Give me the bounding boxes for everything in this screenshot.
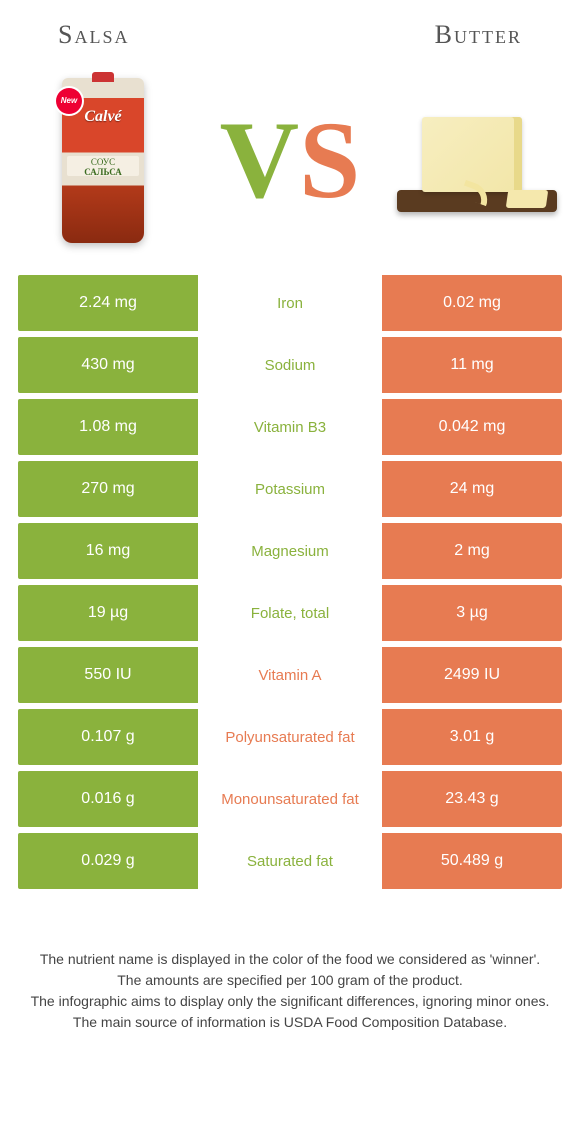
right-food-title: Butter	[435, 20, 522, 50]
hero-row: New Calvé СОУССАЛЬСА VS	[18, 60, 562, 275]
left-value-cell: 19 µg	[18, 585, 198, 641]
table-row: 550 IUVitamin A2499 IU	[18, 647, 562, 703]
right-value-cell: 23.43 g	[382, 771, 562, 827]
right-value-cell: 2499 IU	[382, 647, 562, 703]
table-row: 2.24 mgIron0.02 mg	[18, 275, 562, 331]
nutrient-name-cell: Iron	[198, 275, 382, 331]
nutrient-name-cell: Polyunsaturated fat	[198, 709, 382, 765]
table-row: 19 µgFolate, total3 µg	[18, 585, 562, 641]
comparison-table: 2.24 mgIron0.02 mg 430 mgSodium11 mg 1.08 …	[18, 275, 562, 889]
nutrient-name-cell: Potassium	[198, 461, 382, 517]
left-value-cell: 550 IU	[18, 647, 198, 703]
table-row: 0.107 gPolyunsaturated fat3.01 g	[18, 709, 562, 765]
right-value-cell: 0.02 mg	[382, 275, 562, 331]
vs-letter-v: V	[220, 105, 299, 215]
table-row: 270 mgPotassium24 mg	[18, 461, 562, 517]
left-value-cell: 16 mg	[18, 523, 198, 579]
right-value-cell: 3 µg	[382, 585, 562, 641]
nutrient-name-cell: Monounsaturated fat	[198, 771, 382, 827]
butter-image	[392, 70, 562, 250]
table-row: 430 mgSodium11 mg	[18, 337, 562, 393]
salsa-pack-illustration: New Calvé СОУССАЛЬСА	[62, 78, 144, 243]
left-value-cell: 0.107 g	[18, 709, 198, 765]
right-value-cell: 24 mg	[382, 461, 562, 517]
left-value-cell: 0.016 g	[18, 771, 198, 827]
left-value-cell: 270 mg	[18, 461, 198, 517]
right-value-cell: 11 mg	[382, 337, 562, 393]
right-value-cell: 0.042 mg	[382, 399, 562, 455]
salsa-label-text: СОУССАЛЬСА	[67, 156, 139, 176]
footnotes: The nutrient name is displayed in the co…	[18, 949, 562, 1033]
vs-icon: VS	[220, 105, 361, 215]
salsa-image: New Calvé СОУССАЛЬСА	[18, 70, 188, 250]
nutrient-name-cell: Vitamin A	[198, 647, 382, 703]
footnote-line: The amounts are specified per 100 gram o…	[28, 970, 552, 991]
table-row: 1.08 mgVitamin B30.042 mg	[18, 399, 562, 455]
nutrient-name-cell: Folate, total	[198, 585, 382, 641]
left-value-cell: 0.029 g	[18, 833, 198, 889]
table-row: 0.016 gMonounsaturated fat23.43 g	[18, 771, 562, 827]
footnote-line: The nutrient name is displayed in the co…	[28, 949, 552, 970]
right-value-cell: 3.01 g	[382, 709, 562, 765]
right-value-cell: 50.489 g	[382, 833, 562, 889]
table-row: 0.029 gSaturated fat50.489 g	[18, 833, 562, 889]
footnote-line: The infographic aims to display only the…	[28, 991, 552, 1012]
nutrient-name-cell: Sodium	[198, 337, 382, 393]
nutrient-name-cell: Vitamin B3	[198, 399, 382, 455]
salsa-brand-text: Calvé	[62, 108, 144, 126]
footnote-line: The main source of information is USDA F…	[28, 1012, 552, 1033]
butter-illustration	[392, 100, 562, 220]
header-row: Salsa Butter	[18, 20, 562, 60]
nutrient-name-cell: Magnesium	[198, 523, 382, 579]
left-value-cell: 2.24 mg	[18, 275, 198, 331]
right-value-cell: 2 mg	[382, 523, 562, 579]
table-row: 16 mgMagnesium2 mg	[18, 523, 562, 579]
nutrient-name-cell: Saturated fat	[198, 833, 382, 889]
left-value-cell: 1.08 mg	[18, 399, 198, 455]
vs-letter-s: S	[299, 105, 360, 215]
left-food-title: Salsa	[58, 20, 129, 50]
left-value-cell: 430 mg	[18, 337, 198, 393]
